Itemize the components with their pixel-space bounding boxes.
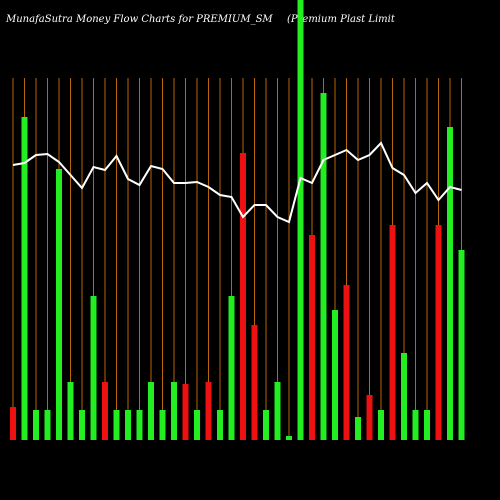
bar: [240, 153, 246, 440]
bar: [148, 382, 154, 440]
bar: [182, 384, 189, 440]
bar: [401, 353, 407, 440]
bar: [274, 382, 281, 440]
bar: [194, 410, 200, 440]
bar: [286, 436, 292, 440]
bar: [355, 417, 361, 440]
price-line: [12, 141, 462, 224]
bar: [171, 382, 177, 440]
bar: [33, 410, 39, 440]
bar: [159, 410, 166, 440]
bar: [90, 296, 97, 440]
bar: [102, 382, 108, 440]
bar: [251, 325, 258, 440]
bar: [205, 382, 212, 440]
bar: [79, 410, 85, 440]
bar: [447, 127, 453, 440]
bar: [435, 225, 442, 440]
bar: [366, 395, 373, 440]
bar: [228, 296, 235, 440]
bar: [343, 285, 350, 440]
bar: [136, 410, 143, 440]
bar: [10, 407, 16, 440]
bar: [332, 310, 338, 440]
bar: [412, 410, 419, 440]
chart-subtitle: (Premium Plast Limit: [287, 14, 396, 25]
bar: [67, 382, 74, 440]
bar: [263, 410, 269, 440]
bar: [56, 169, 62, 440]
bar: [378, 410, 384, 440]
bar: [113, 410, 120, 440]
bar: [125, 410, 131, 440]
bar: [21, 117, 28, 440]
bar: [458, 250, 465, 440]
bar: [320, 93, 327, 440]
bar: [217, 410, 223, 440]
bar: [309, 235, 315, 440]
bar: [389, 225, 396, 440]
bar: [297, 0, 304, 440]
chart-title: MunafaSutra Money Flow Charts for PREMIU…: [5, 14, 273, 25]
bar: [424, 410, 430, 440]
bar: [44, 410, 51, 440]
